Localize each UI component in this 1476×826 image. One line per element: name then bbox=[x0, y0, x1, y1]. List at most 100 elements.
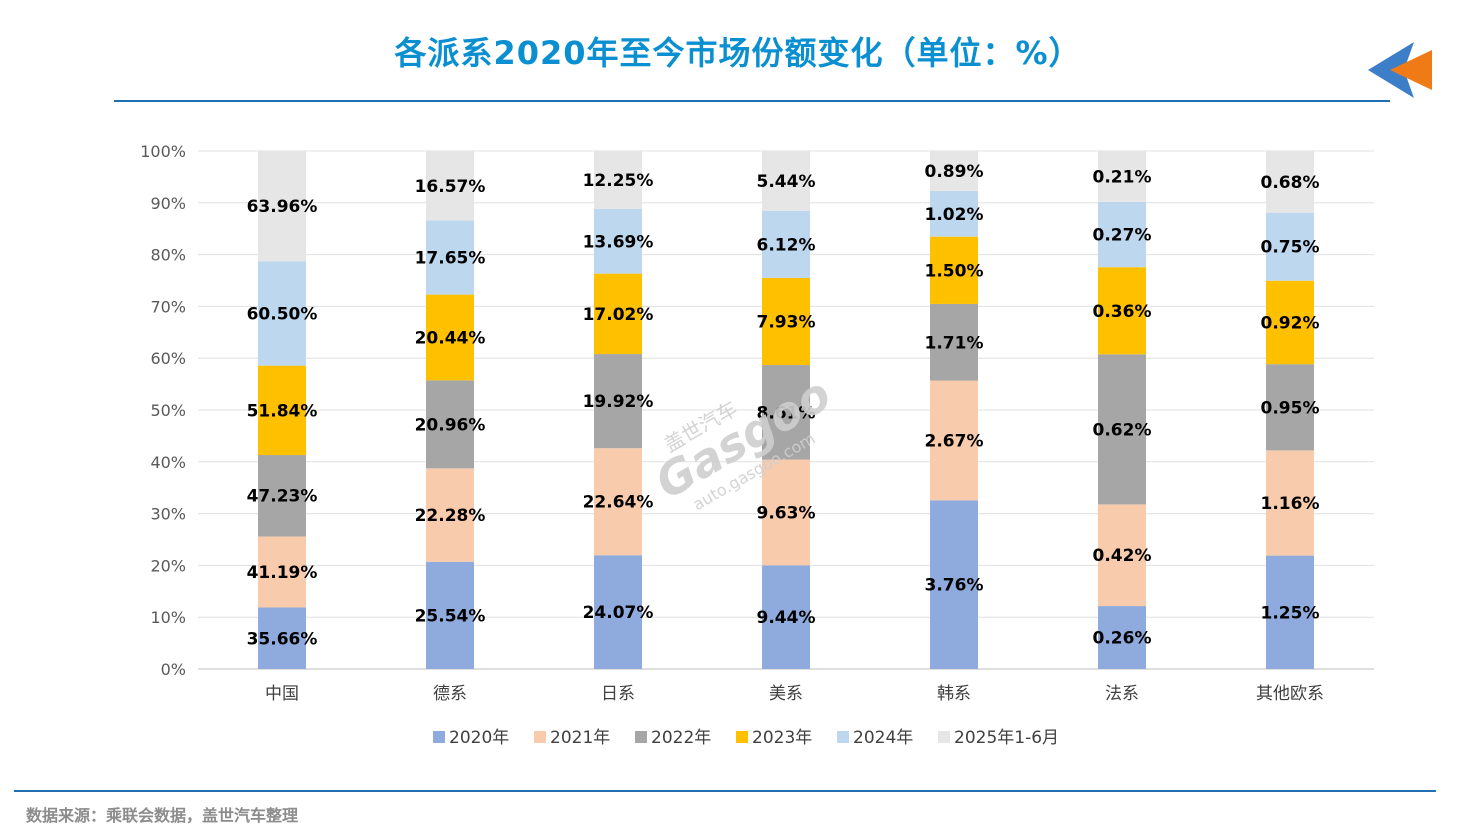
data-label: 0.92% bbox=[1261, 313, 1320, 333]
bar-segment[interactable] bbox=[1098, 606, 1146, 669]
bar-segment[interactable] bbox=[930, 380, 978, 501]
data-label: 20.96% bbox=[415, 415, 486, 435]
bar-segment[interactable] bbox=[930, 500, 978, 669]
data-label: 13.69% bbox=[583, 232, 654, 252]
y-tick-label: 30% bbox=[150, 505, 186, 524]
bar-segment[interactable] bbox=[762, 210, 810, 278]
bar-segment[interactable] bbox=[930, 190, 978, 237]
y-tick-label: 80% bbox=[150, 246, 186, 265]
stacked-bar-chart: 0% 10% 20% 30% 40% 50% 60% 70% 80% 90% 100% 35.66%… bbox=[140, 142, 1374, 748]
y-tick-label: 90% bbox=[150, 194, 186, 213]
bar-segment[interactable] bbox=[1098, 354, 1146, 505]
bar-segment[interactable] bbox=[258, 455, 306, 537]
legend-swatch[interactable] bbox=[534, 731, 546, 743]
y-tick-label: 40% bbox=[150, 453, 186, 472]
data-source-note: 数据来源：乘联会数据，盖世汽车整理 bbox=[26, 806, 299, 825]
bar-segment[interactable] bbox=[594, 208, 642, 274]
bar-segment[interactable] bbox=[1098, 151, 1146, 202]
legend-swatch[interactable] bbox=[938, 731, 950, 743]
data-label: 19.92% bbox=[583, 392, 654, 412]
bar-segment[interactable] bbox=[1266, 212, 1314, 281]
data-label: 1.71% bbox=[925, 333, 984, 353]
bar-segment[interactable] bbox=[258, 607, 306, 669]
bar-segment[interactable] bbox=[762, 459, 810, 566]
bar-segment[interactable] bbox=[426, 561, 474, 669]
y-axis: 0% 10% 20% 30% 40% 50% 60% 70% 80% 90% 100% bbox=[140, 142, 186, 679]
data-label: 0.42% bbox=[1093, 546, 1152, 566]
data-label: 0.36% bbox=[1093, 302, 1152, 322]
x-tick-label: 法系 bbox=[1105, 684, 1139, 704]
data-label: 63.96% bbox=[247, 197, 318, 217]
data-label: 22.64% bbox=[583, 493, 654, 513]
bar-segment[interactable] bbox=[258, 151, 306, 262]
data-label: 60.50% bbox=[247, 304, 318, 324]
data-label: 0.62% bbox=[1093, 420, 1152, 440]
bar-segment[interactable] bbox=[762, 565, 810, 669]
legend-swatch[interactable] bbox=[736, 731, 748, 743]
data-label: 35.66% bbox=[247, 629, 318, 649]
bar-segment[interactable] bbox=[930, 236, 978, 304]
x-tick-label: 德系 bbox=[433, 684, 467, 704]
title-divider bbox=[114, 100, 1390, 102]
data-label: 0.95% bbox=[1261, 398, 1320, 418]
bar-segment[interactable] bbox=[426, 380, 474, 469]
data-label: 0.68% bbox=[1261, 173, 1320, 193]
bar-segment[interactable] bbox=[1266, 450, 1314, 556]
y-tick-label: 70% bbox=[150, 297, 186, 316]
data-label: 17.02% bbox=[583, 305, 654, 325]
data-label: 3.76% bbox=[925, 576, 984, 596]
legend-label[interactable]: 2025年1-6月 bbox=[954, 728, 1059, 748]
data-label: 51.84% bbox=[247, 401, 318, 421]
data-labels: 35.66% 41.19% 47.23% 51.84% 60.50% 63.96% 25.5… bbox=[247, 162, 1320, 649]
nav-arrow-icon[interactable] bbox=[1368, 40, 1438, 100]
bar-segment[interactable] bbox=[594, 354, 642, 449]
legend-swatch[interactable] bbox=[837, 731, 849, 743]
legend-label[interactable]: 2020年 bbox=[449, 728, 509, 748]
bar-segment[interactable] bbox=[762, 151, 810, 211]
bar-segment[interactable] bbox=[594, 273, 642, 355]
legend-label[interactable]: 2023年 bbox=[752, 728, 812, 748]
bar-segment[interactable] bbox=[762, 277, 810, 366]
bar-segment[interactable] bbox=[594, 448, 642, 556]
bar-segment[interactable] bbox=[930, 303, 978, 381]
bar-segment[interactable] bbox=[426, 220, 474, 295]
bar-segment[interactable] bbox=[258, 365, 306, 456]
bar-segment[interactable] bbox=[1098, 201, 1146, 268]
y-tick-label: 0% bbox=[161, 660, 186, 679]
legend-swatch[interactable] bbox=[433, 731, 445, 743]
data-label: 25.54% bbox=[415, 606, 486, 626]
bar-segment[interactable] bbox=[594, 555, 642, 669]
x-axis: 中国 德系 日系 美系 韩系 法系 其他欧系 bbox=[265, 684, 1324, 704]
data-label: 0.26% bbox=[1093, 629, 1152, 649]
data-label: 8.61% bbox=[757, 403, 816, 423]
bar-segment[interactable] bbox=[1266, 151, 1314, 213]
data-label: 9.44% bbox=[757, 608, 816, 628]
legend-swatch[interactable] bbox=[635, 731, 647, 743]
x-tick-label: 美系 bbox=[769, 684, 803, 704]
data-label: 0.89% bbox=[925, 162, 984, 182]
bar-segment[interactable] bbox=[594, 151, 642, 209]
bar-segment[interactable] bbox=[426, 468, 474, 562]
bar-segment[interactable] bbox=[1266, 555, 1314, 669]
y-tick-label: 10% bbox=[150, 608, 186, 627]
legend-label[interactable]: 2024年 bbox=[853, 728, 913, 748]
data-label: 5.44% bbox=[757, 172, 816, 192]
legend-label[interactable]: 2022年 bbox=[651, 728, 711, 748]
bar-segment[interactable] bbox=[1098, 504, 1146, 607]
bar-segment[interactable] bbox=[1266, 280, 1314, 365]
bar-segment[interactable] bbox=[762, 365, 810, 460]
legend-label[interactable]: 2021年 bbox=[550, 728, 610, 748]
data-label: 1.02% bbox=[925, 205, 984, 225]
data-label: 47.23% bbox=[247, 487, 318, 507]
x-tick-label: 日系 bbox=[601, 684, 635, 704]
bar-segment[interactable] bbox=[1098, 267, 1146, 355]
legend: 2020年 2021年 2022年 2023年 2024年 2025年1-6月 bbox=[433, 728, 1059, 748]
data-label: 0.21% bbox=[1093, 167, 1152, 187]
bar-segment[interactable] bbox=[258, 261, 306, 366]
bar-segment[interactable] bbox=[426, 294, 474, 381]
bar-segment[interactable] bbox=[1266, 364, 1314, 451]
bar-segment[interactable] bbox=[426, 151, 474, 221]
bar-segment[interactable] bbox=[930, 151, 978, 191]
data-label: 0.27% bbox=[1093, 226, 1152, 246]
bar-segment[interactable] bbox=[258, 536, 306, 608]
